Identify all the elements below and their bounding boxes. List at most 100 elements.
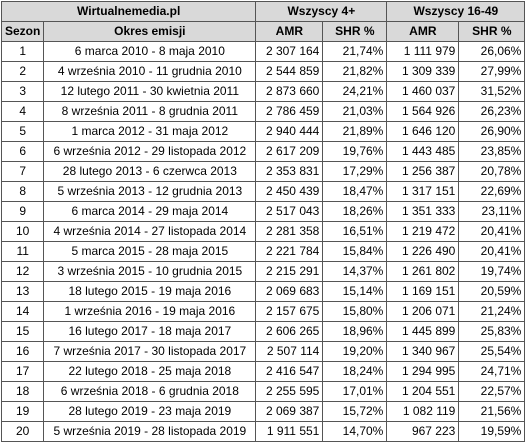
cell-period: 4 września 2010 - 11 grudnia 2010 [43,61,257,82]
table-row: 19 28 lutego 2019 - 23 maja 2019 2 069 387… [0,401,526,422]
cell-amr-all: 2 307 164 [255,41,324,62]
cell-amr-all: 2 215 291 [255,261,324,282]
cell-amr-all: 2 450 439 [255,181,324,202]
cell-shr-16-49: 26,06% [458,41,526,62]
table-row: 7 28 lutego 2013 - 6 czerwca 2013 2 353 83… [0,161,526,182]
cell-shr-16-49: 19,74% [458,261,526,282]
cell-period: 5 marca 2015 - 28 maja 2015 [43,241,257,262]
cell-amr-all: 2 544 859 [255,61,324,82]
cell-period: 6 września 2012 - 29 listopada 2012 [43,141,257,162]
cell-amr-16-49: 1 204 551 [386,381,460,402]
cell-amr-16-49: 1 646 120 [386,121,460,142]
cell-amr-all: 2 617 209 [255,141,324,162]
cell-shr-16-49: 22,69% [458,181,526,202]
cell-amr-16-49: 1 261 802 [386,261,460,282]
cell-amr-16-49: 1 445 899 [386,321,460,342]
header-row-top: Wirtualnemedia.pl Wszyscy 4+ Wszyscy 16-… [0,1,526,22]
cell-amr-all: 2 517 043 [255,201,324,222]
cell-shr-all: 15,80% [322,301,388,322]
cell-period: 7 września 2017 - 30 listopada 2017 [43,341,257,362]
cell-shr-16-49: 21,24% [458,301,526,322]
cell-period: 1 września 2016 - 19 maja 2016 [43,301,257,322]
cell-shr-16-49: 20,41% [458,241,526,262]
cell-shr-16-49: 26,90% [458,121,526,142]
cell-shr-all: 18,24% [322,361,388,382]
cell-period: 6 marca 2014 - 29 maja 2014 [43,201,257,222]
cell-season: 2 [0,61,45,82]
cell-season: 9 [0,201,45,222]
header-row-columns: Sezon Okres emisji AMR SHR % AMR SHR % [0,21,526,42]
cell-shr-all: 21,82% [322,61,388,82]
cell-amr-all: 2 281 358 [255,221,324,242]
cell-shr-all: 18,47% [322,181,388,202]
source-header: Wirtualnemedia.pl [0,1,257,22]
table-row: 16 7 września 2017 - 30 listopada 2017 2 5… [0,341,526,362]
cell-amr-16-49: 1 294 995 [386,361,460,382]
table-row: 13 18 lutego 2015 - 19 maja 2016 2 069 683… [0,281,526,302]
column-header-amr-all: AMR [255,21,324,42]
cell-shr-16-49: 20,41% [458,221,526,242]
cell-season: 7 [0,161,45,182]
cell-season: 13 [0,281,45,302]
cell-season: 6 [0,141,45,162]
cell-season: 17 [0,361,45,382]
cell-shr-16-49: 24,71% [458,361,526,382]
cell-amr-16-49: 1 351 333 [386,201,460,222]
column-header-season: Sezon [0,21,45,42]
cell-period: 6 marca 2010 - 8 maja 2010 [43,41,257,62]
cell-period: 22 lutego 2018 - 25 maja 2018 [43,361,257,382]
column-header-shr-16-49: SHR % [458,21,526,42]
cell-amr-all: 2 786 459 [255,101,324,122]
cell-shr-16-49: 25,54% [458,341,526,362]
cell-amr-all: 2 069 683 [255,281,324,302]
cell-shr-all: 21,89% [322,121,388,142]
cell-amr-16-49: 1 309 339 [386,61,460,82]
cell-amr-16-49: 1 169 151 [386,281,460,302]
cell-season: 3 [0,81,45,102]
cell-shr-16-49: 27,99% [458,61,526,82]
cell-shr-all: 21,03% [322,101,388,122]
table-row: 3 12 lutego 2011 - 30 kwietnia 2011 2 873 … [0,81,526,102]
cell-amr-all: 2 507 114 [255,341,324,362]
cell-amr-16-49: 1 256 387 [386,161,460,182]
cell-period: 28 lutego 2019 - 23 maja 2019 [43,401,257,422]
cell-amr-all: 2 940 444 [255,121,324,142]
cell-period: 18 lutego 2015 - 19 maja 2016 [43,281,257,302]
cell-shr-all: 19,20% [322,341,388,362]
cell-shr-16-49: 20,78% [458,161,526,182]
cell-period: 8 września 2011 - 8 grudnia 2011 [43,101,257,122]
cell-period: 4 września 2014 - 27 listopada 2014 [43,221,257,242]
cell-period: 5 września 2013 - 12 grudnia 2013 [43,181,257,202]
cell-season: 8 [0,181,45,202]
cell-shr-all: 24,21% [322,81,388,102]
cell-shr-16-49: 26,23% [458,101,526,122]
cell-shr-16-49: 31,52% [458,81,526,102]
table-row: 14 1 września 2016 - 19 maja 2016 2 157 67… [0,301,526,322]
cell-amr-16-49: 1 340 967 [386,341,460,362]
cell-shr-all: 15,14% [322,281,388,302]
cell-shr-all: 15,72% [322,401,388,422]
cell-shr-all: 14,70% [322,421,388,442]
cell-amr-16-49: 1 460 037 [386,81,460,102]
cell-amr-all: 2 353 831 [255,161,324,182]
cell-period: 16 lutego 2017 - 18 maja 2017 [43,321,257,342]
cell-shr-all: 21,74% [322,41,388,62]
cell-season: 4 [0,101,45,122]
cell-amr-16-49: 1 206 071 [386,301,460,322]
cell-season: 19 [0,401,45,422]
column-header-amr-16-49: AMR [386,21,460,42]
cell-shr-all: 19,76% [322,141,388,162]
cell-season: 14 [0,301,45,322]
cell-amr-all: 2 255 595 [255,381,324,402]
table-row: 11 5 marca 2015 - 28 maja 2015 2 221 784 15… [0,241,526,262]
cell-amr-16-49: 1 564 926 [386,101,460,122]
table-row: 15 16 lutego 2017 - 18 maja 2017 2 606 265… [0,321,526,342]
cell-shr-all: 18,96% [322,321,388,342]
table-row: 20 5 września 2019 - 28 listopada 2019 1 9… [0,421,526,442]
cell-amr-all: 2 157 675 [255,301,324,322]
